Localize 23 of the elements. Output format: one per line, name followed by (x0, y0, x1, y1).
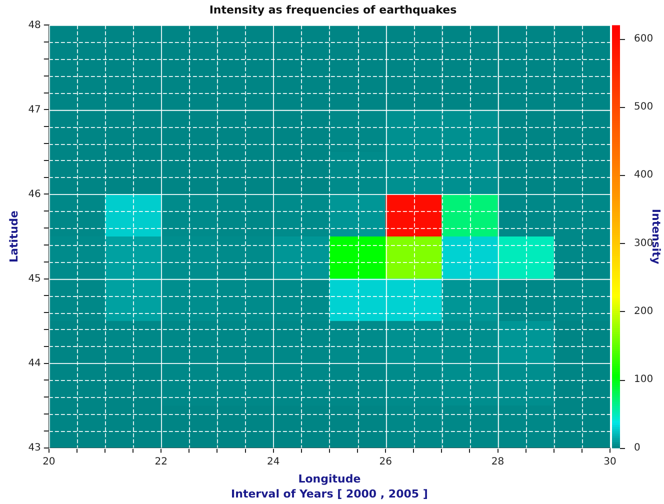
y-tick-label: 45 (28, 273, 41, 284)
x-tick-label: 20 (42, 456, 56, 468)
x-tick-label: 28 (491, 456, 504, 468)
color-bar-label: 400 (634, 170, 654, 181)
color-bar-label: 600 (634, 33, 654, 44)
color-bar-label: 200 (634, 306, 654, 318)
y-tick-label: 46 (28, 188, 41, 200)
x-tick-label: 24 (266, 456, 280, 468)
x-tick-label: 22 (154, 456, 168, 468)
y-tick-label: 47 (28, 104, 41, 116)
y-tick-label: 44 (28, 358, 41, 369)
color-bar-label: 0 (634, 442, 640, 454)
y-tick-label: 48 (28, 20, 41, 31)
x-tick-label: 26 (379, 456, 392, 468)
color-bar-label: 500 (634, 102, 654, 113)
x-axis-title: Longitude (298, 472, 361, 486)
color-bar-label: 100 (634, 374, 654, 386)
text: Interval of Years [ 2000 , 2005 ] (231, 487, 428, 500)
chart-title: Intensity as frequencies of earthquakes (209, 3, 458, 16)
y-tick-label: 43 (28, 442, 41, 454)
y-axis-title: Latitude (7, 210, 20, 262)
x-tick-label: 30 (604, 456, 616, 468)
color-bar-label: 300 (634, 238, 654, 249)
